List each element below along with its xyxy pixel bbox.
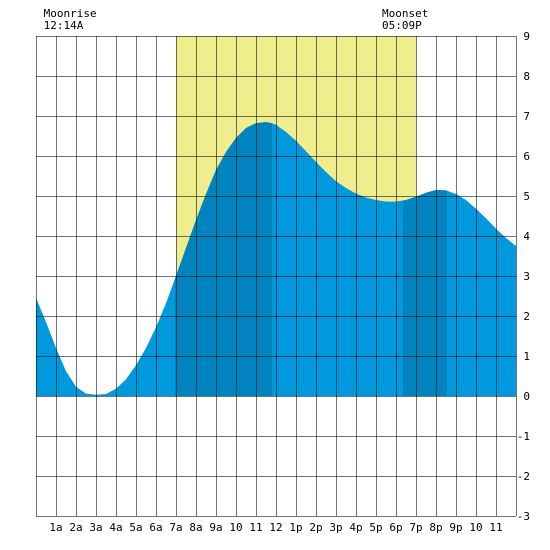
event-label: Moonrise <box>44 7 97 20</box>
x-tick-label: 2p <box>309 521 322 534</box>
y-tick-label: 3 <box>523 270 530 283</box>
x-tick-label: 3a <box>89 521 102 534</box>
x-tick-label: 11 <box>489 521 502 534</box>
x-tick-label: 6p <box>389 521 402 534</box>
y-tick-label: 0 <box>523 390 530 403</box>
x-tick-label: 1p <box>289 521 302 534</box>
x-tick-label: 10 <box>229 521 242 534</box>
x-tick-label: 8a <box>189 521 202 534</box>
event-label: Moonset <box>382 7 428 20</box>
y-tick-label: 5 <box>523 190 530 203</box>
y-tick-label: -3 <box>517 510 530 523</box>
y-tick-label: 4 <box>523 230 530 243</box>
x-tick-label: 4a <box>109 521 122 534</box>
x-tick-label: 10 <box>469 521 482 534</box>
x-tick-label: 8p <box>429 521 442 534</box>
x-tick-label: 6a <box>149 521 162 534</box>
y-tick-label: 8 <box>523 70 530 83</box>
y-tick-label: 9 <box>523 30 530 43</box>
x-tick-label: 7a <box>169 521 182 534</box>
x-tick-label: 4p <box>349 521 362 534</box>
event-time: 05:09P <box>382 19 422 32</box>
event-time: 12:14A <box>44 19 84 32</box>
x-tick-label: 2a <box>69 521 82 534</box>
x-tick-label: 11 <box>249 521 262 534</box>
x-tick-label: 1a <box>49 521 62 534</box>
x-tick-label: 3p <box>329 521 342 534</box>
x-tick-label: 12 <box>269 521 282 534</box>
y-tick-label: -2 <box>517 470 530 483</box>
y-tick-label: 7 <box>523 110 530 123</box>
y-tick-label: 1 <box>523 350 530 363</box>
y-tick-label: 6 <box>523 150 530 163</box>
x-tick-label: 9a <box>209 521 222 534</box>
x-tick-label: 7p <box>409 521 422 534</box>
y-tick-label: -1 <box>517 430 530 443</box>
x-tick-label: 9p <box>449 521 462 534</box>
x-tick-label: 5a <box>129 521 142 534</box>
x-tick-label: 5p <box>369 521 382 534</box>
y-tick-label: 2 <box>523 310 530 323</box>
